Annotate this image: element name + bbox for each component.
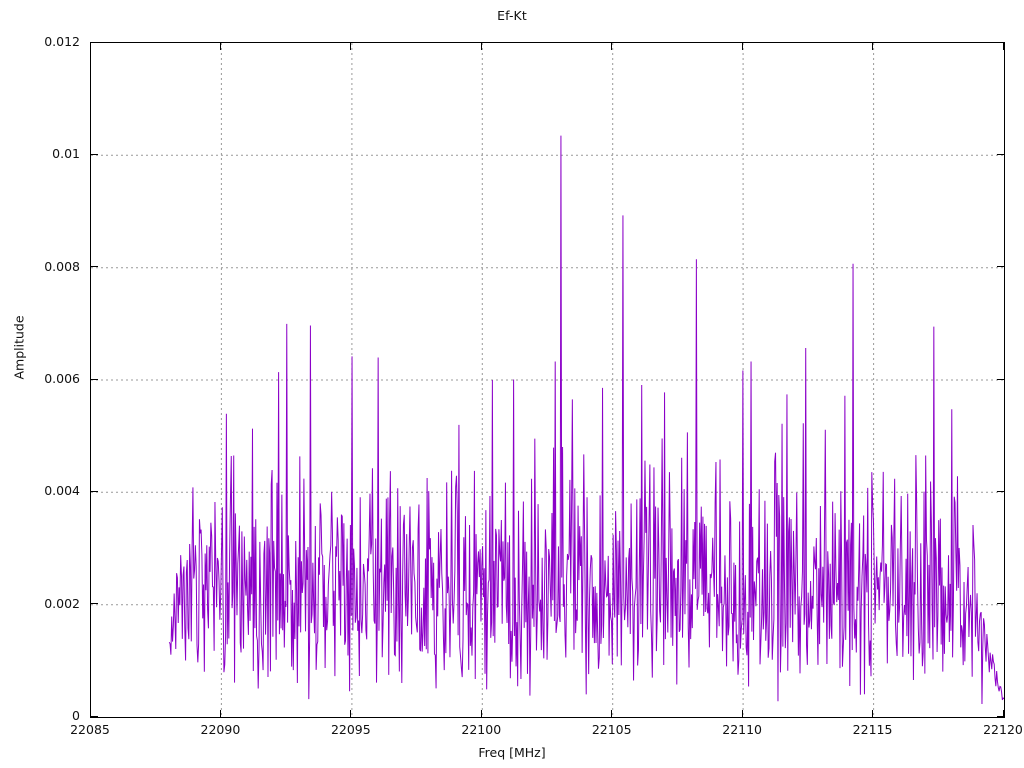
y-tick-mark xyxy=(91,153,98,155)
x-tick-label: 22115 xyxy=(852,722,893,737)
x-tick-label: 22085 xyxy=(70,722,110,737)
x-tick-mark xyxy=(872,710,874,717)
y-tick-mark xyxy=(91,715,98,717)
y-tick-label: 0.004 xyxy=(44,483,80,499)
x-tick-mark xyxy=(741,710,743,717)
x-tick-mark-top xyxy=(741,43,743,50)
x-tick-label: 22095 xyxy=(330,722,371,737)
plot-area xyxy=(90,42,1005,718)
x-tick-label: 22090 xyxy=(200,722,241,737)
y-tick-mark-right xyxy=(997,715,1004,717)
y-tick-mark xyxy=(91,490,98,492)
y-tick-mark xyxy=(91,378,98,380)
y-tick-mark-right xyxy=(997,378,1004,380)
y-tick-mark-right xyxy=(997,603,1004,605)
y-tick-mark xyxy=(91,41,98,43)
x-axis-label: Freq [MHz] xyxy=(478,745,546,760)
y-tick-mark-right xyxy=(997,153,1004,155)
y-tick-mark xyxy=(91,603,98,605)
y-tick-label: 0.002 xyxy=(44,595,80,611)
x-tick-mark xyxy=(480,710,482,717)
y-tick-mark-right xyxy=(997,41,1004,43)
y-axis-label: Amplitude xyxy=(11,315,27,380)
x-tick-mark-top xyxy=(611,43,613,50)
y-tick-label: 0.012 xyxy=(44,34,80,49)
chart-title: Ef-Kt xyxy=(497,8,527,23)
x-tick-mark xyxy=(219,710,221,717)
y-tick-label: 0 xyxy=(72,708,80,723)
y-tick-label: 0.008 xyxy=(44,258,80,274)
x-tick-label: 22100 xyxy=(461,722,502,737)
x-tick-label: 22110 xyxy=(722,722,763,737)
x-tick-mark xyxy=(350,710,352,717)
x-tick-mark xyxy=(611,710,613,717)
y-tick-mark-right xyxy=(997,266,1004,268)
x-tick-mark-top xyxy=(219,43,221,50)
y-tick-mark xyxy=(91,266,98,268)
x-tick-label: 22120 xyxy=(983,722,1023,737)
x-tick-label: 22105 xyxy=(591,722,632,737)
x-tick-mark-top xyxy=(1002,43,1004,50)
y-tick-mark-right xyxy=(997,490,1004,492)
x-tick-mark-top xyxy=(480,43,482,50)
data-series-layer xyxy=(168,135,1004,705)
x-tick-mark xyxy=(89,710,91,717)
y-tick-label: 0.01 xyxy=(52,146,80,162)
x-tick-mark xyxy=(1002,710,1004,717)
y-tick-label: 0.006 xyxy=(44,371,80,386)
x-tick-mark-top xyxy=(350,43,352,50)
x-tick-mark-top xyxy=(89,43,91,50)
x-tick-mark-top xyxy=(872,43,874,50)
